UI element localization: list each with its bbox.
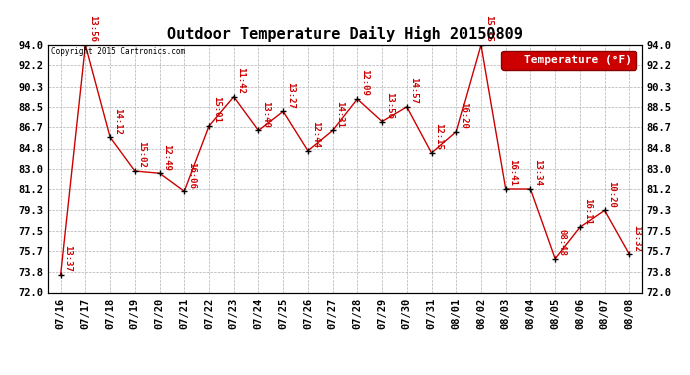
Text: 14:12: 14:12	[113, 108, 122, 135]
Legend: Temperature (°F): Temperature (°F)	[502, 51, 636, 69]
Text: 13:40: 13:40	[262, 101, 270, 128]
Text: 13:56: 13:56	[88, 15, 97, 42]
Text: Copyright 2015 Cartronics.com: Copyright 2015 Cartronics.com	[51, 48, 186, 57]
Text: 12:15: 12:15	[434, 123, 443, 150]
Text: 15:02: 15:02	[137, 141, 146, 168]
Text: 12:44: 12:44	[310, 121, 319, 148]
Text: 13:37: 13:37	[63, 245, 72, 272]
Text: 14:57: 14:57	[410, 77, 419, 104]
Text: 08:48: 08:48	[558, 229, 567, 256]
Text: 13:56: 13:56	[385, 92, 394, 119]
Text: 13:27: 13:27	[286, 82, 295, 109]
Text: 16:06: 16:06	[187, 162, 196, 189]
Text: 16:41: 16:41	[509, 159, 518, 186]
Text: 13:34: 13:34	[533, 159, 542, 186]
Text: 15:01: 15:01	[212, 96, 221, 123]
Text: 15:15: 15:15	[484, 15, 493, 42]
Text: 12:49: 12:49	[162, 144, 171, 171]
Text: 16:11: 16:11	[582, 198, 591, 225]
Text: 14:31: 14:31	[335, 101, 344, 128]
Title: Outdoor Temperature Daily High 20150809: Outdoor Temperature Daily High 20150809	[167, 27, 523, 42]
Text: 12:09: 12:09	[360, 69, 369, 96]
Text: 11:42: 11:42	[237, 67, 246, 94]
Text: 16:20: 16:20	[459, 102, 468, 129]
Text: 10:20: 10:20	[607, 181, 616, 208]
Text: 13:32: 13:32	[632, 225, 641, 252]
